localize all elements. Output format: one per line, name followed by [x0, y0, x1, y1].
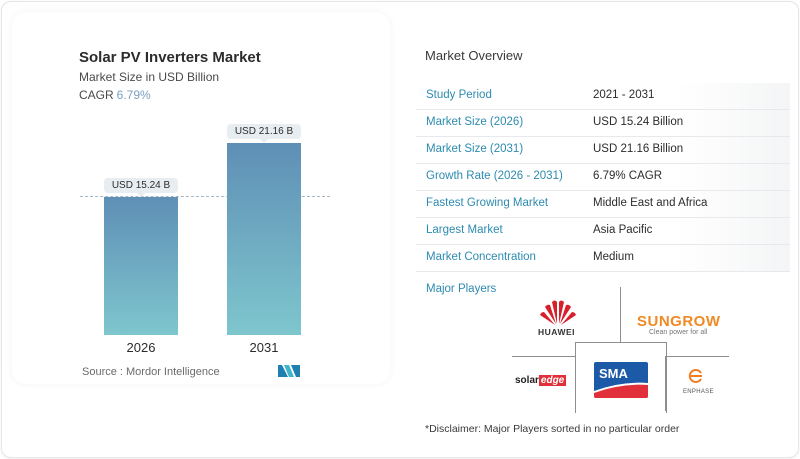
solaredge-text-b: edge [538, 375, 567, 386]
huawei-logo-icon [540, 300, 576, 325]
enphase-logo-text: ENPHASE [683, 389, 714, 395]
overview-row-study-period: Study Period 2021 - 2031 [416, 83, 790, 110]
bar-2031 [227, 143, 301, 335]
bar-label-2031: USD 21.16 B [227, 124, 301, 143]
solaredge-logo: solar edge [515, 375, 567, 386]
players-divider-left [512, 356, 575, 357]
row-key: Market Size (2026) [426, 116, 524, 128]
row-key: Largest Market [426, 224, 503, 236]
sma-logo-text: SMA [599, 366, 629, 381]
mordor-intelligence-logo-icon [278, 365, 300, 377]
market-overview-title: Market Overview [425, 48, 523, 63]
enphase-logo-icon [688, 369, 702, 383]
players-divider-vertical-top [620, 287, 621, 342]
sungrow-tagline: Clean power for all [649, 329, 708, 336]
bar-2026 [104, 197, 178, 335]
solaredge-text-a: solar [515, 375, 539, 386]
disclaimer-text: *Disclaimer: Major Players sorted in no … [425, 423, 680, 435]
chart-card [12, 12, 390, 384]
row-key: Growth Rate (2026 - 2031) [426, 170, 563, 182]
row-value: USD 21.16 Billion [593, 143, 684, 155]
major-players-title: Major Players [426, 283, 497, 295]
row-value: Middle East and Africa [593, 197, 708, 209]
sma-logo-icon: SMA [594, 362, 648, 398]
row-value: USD 15.24 Billion [593, 116, 684, 128]
cagr-label: CAGR [79, 88, 114, 102]
row-value: 6.79% CAGR [593, 170, 663, 182]
x-label-2026: 2026 [126, 340, 156, 355]
overview-row-market-size-2031: Market Size (2031) USD 21.16 Billion [416, 137, 790, 164]
overview-row-growth-rate: Growth Rate (2026 - 2031) 6.79% CAGR [416, 164, 790, 191]
overview-row-largest-market: Largest Market Asia Pacific [416, 218, 790, 245]
chart-subtitle: Market Size in USD Billion [79, 70, 220, 84]
reference-line [80, 196, 330, 197]
row-value: Asia Pacific [593, 224, 653, 236]
cagr-value: 6.79% [116, 88, 151, 102]
chart-title: Solar PV Inverters Market [79, 49, 261, 66]
overview-row-market-size-2026: Market Size (2026) USD 15.24 Billion [416, 110, 790, 137]
overview-row-fastest-growing: Fastest Growing Market Middle East and Af… [416, 191, 790, 218]
players-divider-vertical-bottom [665, 356, 666, 411]
row-key: Market Concentration [426, 251, 536, 263]
chart-cagr: CAGR 6.79% [79, 88, 151, 102]
huawei-logo-text: HUAWEI [538, 327, 575, 337]
row-key: Market Size (2031) [426, 143, 524, 155]
row-key: Study Period [426, 89, 492, 101]
x-label-2031: 2031 [249, 340, 279, 355]
bar-label-2026: USD 15.24 B [104, 178, 178, 197]
sungrow-logo-text: SUNGROW [637, 313, 721, 330]
row-key: Fastest Growing Market [426, 197, 549, 209]
source-text: Source : Mordor Intelligence [82, 366, 220, 378]
row-value: 2021 - 2031 [593, 89, 655, 101]
row-value: Medium [593, 251, 634, 263]
overview-row-concentration: Market Concentration Medium [416, 245, 790, 272]
players-divider-right [665, 356, 729, 357]
